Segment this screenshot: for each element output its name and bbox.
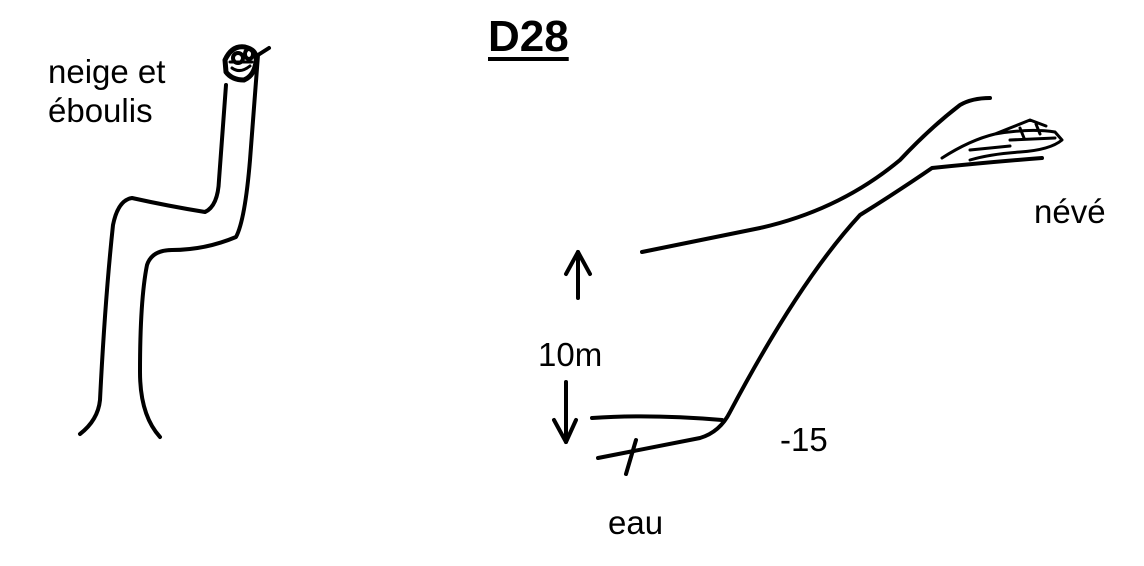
plan-right-wall bbox=[138, 46, 271, 439]
label-snowfield: névé bbox=[1034, 193, 1106, 230]
scale-arrow-down-head bbox=[552, 418, 578, 444]
plan-left-wall bbox=[78, 83, 228, 436]
label-scale: 10m bbox=[538, 336, 603, 373]
water-line bbox=[590, 414, 724, 422]
label-water: eau bbox=[608, 504, 664, 541]
profile-ceiling bbox=[640, 96, 992, 254]
profile-floor bbox=[596, 156, 1044, 460]
sketch-title: D28 bbox=[488, 12, 569, 61]
scale-arrow-up-head bbox=[564, 250, 592, 276]
label-depth: -15 bbox=[780, 421, 828, 458]
snow-scree-blob bbox=[222, 44, 259, 83]
water-tick bbox=[624, 438, 638, 476]
snow-scree-blob-inner-2 bbox=[243, 47, 255, 61]
snow-scree-blob-fill bbox=[228, 60, 254, 73]
neve-scribble bbox=[940, 118, 1064, 162]
label-snow-and-scree: neige et éboulis bbox=[48, 53, 166, 129]
